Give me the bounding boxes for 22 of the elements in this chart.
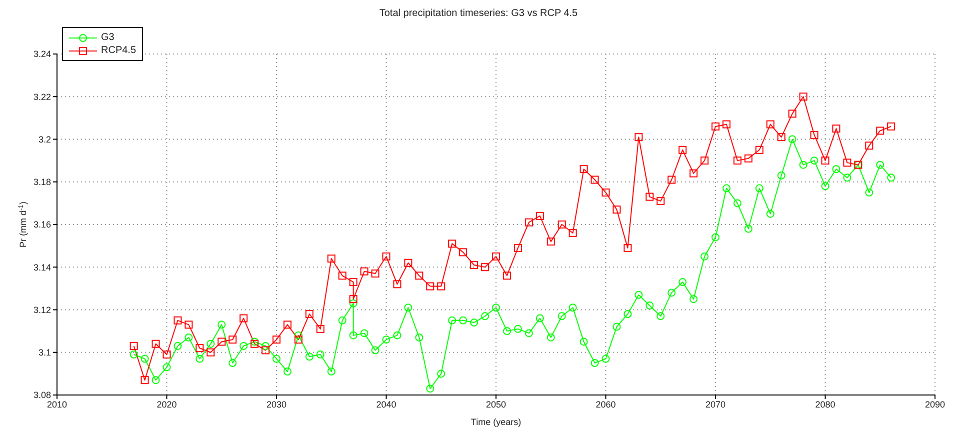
x-tick-label: 2070: [705, 399, 726, 410]
x-tick-label: 2020: [156, 399, 177, 410]
y-tick-label: 3.1: [38, 348, 51, 358]
x-tick-label: 2090: [924, 399, 946, 410]
y-tick-label: 3.2: [38, 134, 51, 144]
y-tick-label: 3.22: [33, 92, 51, 102]
y-tick-label: 3.08: [33, 390, 51, 400]
legend-label: RCP4.5: [101, 45, 136, 56]
x-tick-label: 2010: [46, 399, 68, 410]
x-tick-label: 2050: [486, 399, 506, 410]
x-tick-label: 2040: [376, 399, 396, 410]
y-tick-label: 3.14: [33, 262, 51, 272]
x-tick-label: 2060: [596, 399, 616, 410]
legend-label: G3: [101, 32, 114, 43]
y-tick-label: 3.12: [33, 304, 51, 315]
chart-title: Total precipitation timeseries: G3 vs RCP 4.5: [378, 8, 579, 19]
x-tick-label: 2030: [266, 399, 287, 410]
y-tick-label: 3.16: [33, 220, 51, 230]
x-tick-label: 2080: [815, 399, 836, 410]
y-tick-label: 3.18: [33, 177, 51, 188]
x-axis-title: Time (years): [470, 417, 522, 427]
y-tick-label: 3.24: [33, 49, 51, 60]
